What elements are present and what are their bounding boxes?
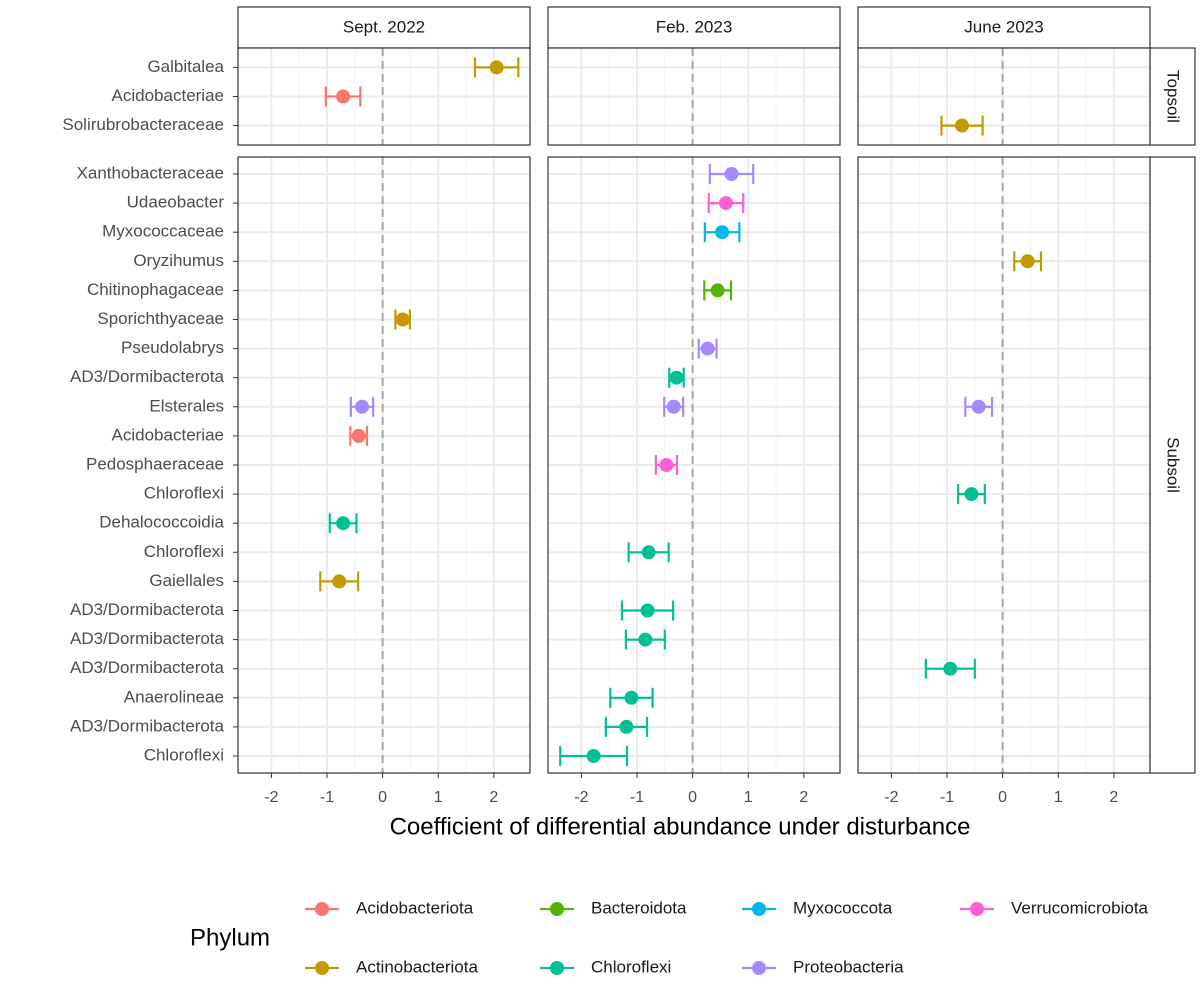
y-tick-label: Galbitalea: [147, 57, 224, 76]
column-strip-label: Feb. 2023: [656, 17, 733, 36]
point: [355, 399, 370, 414]
point: [718, 196, 733, 211]
point: [724, 167, 739, 181]
legend-title: Phylum: [190, 924, 270, 951]
column-strip: [237, 6, 531, 49]
point: [351, 428, 366, 443]
point: [964, 487, 979, 502]
panel-border: [857, 47, 1151, 146]
y-tick-label: Gaiellales: [149, 571, 224, 590]
legend-key: [752, 902, 766, 916]
point: [624, 690, 639, 705]
x-tick-label: -1: [320, 789, 334, 806]
y-tick-label: Chloroflexi: [144, 484, 224, 503]
legend-label: Verrucomicrobiota: [1011, 898, 1149, 917]
x-tick-label: 2: [799, 789, 808, 806]
point: [1020, 254, 1035, 269]
legend-key: [752, 961, 766, 975]
panel-border: [237, 47, 531, 146]
y-tick-label: Chloroflexi: [144, 745, 224, 764]
point: [640, 603, 655, 618]
legend-key: [550, 961, 564, 975]
x-tick-label: -2: [884, 789, 898, 806]
x-tick-label: 2: [1109, 789, 1118, 806]
y-tick-label: Sporichthyaceae: [97, 309, 224, 328]
legend-label: Bacteroidota: [591, 898, 687, 917]
y-tick-label: Acidobacteriae: [112, 425, 224, 444]
point: [710, 283, 725, 298]
y-tick-label: Pedosphaeraceae: [86, 454, 224, 473]
x-tick-label: 1: [1054, 789, 1063, 806]
x-tick-label: -2: [264, 789, 278, 806]
y-tick-label: AD3/Dormibacterota: [70, 367, 225, 386]
y-tick-label: AD3/Dormibacterota: [70, 600, 225, 619]
point: [666, 399, 681, 414]
point: [700, 341, 715, 356]
point: [332, 574, 347, 589]
legend-label: Acidobacteriota: [356, 898, 474, 917]
y-tick-label: AD3/Dormibacterota: [70, 629, 225, 648]
legend-label: Chloroflexi: [591, 957, 671, 976]
point: [586, 749, 601, 763]
x-tick-label: 0: [998, 789, 1007, 806]
x-tick-label: 0: [378, 789, 387, 806]
legend-label: Actinobacteriota: [356, 957, 478, 976]
point: [971, 399, 986, 414]
point: [715, 225, 730, 240]
legend-key: [970, 902, 984, 916]
x-tick-label: 0: [688, 789, 697, 806]
point: [619, 719, 634, 734]
column-strip-label: June 2023: [964, 17, 1043, 36]
legend-label: Proteobacteria: [793, 957, 904, 976]
panel-border: [547, 156, 841, 774]
point: [395, 312, 410, 327]
panel-border: [237, 156, 531, 774]
x-tick-label: 2: [489, 789, 498, 806]
point: [336, 516, 351, 531]
legend-key: [315, 902, 329, 916]
y-tick-label: Elsterales: [149, 396, 224, 415]
x-tick-label: 1: [744, 789, 753, 806]
x-tick-label: -1: [940, 789, 954, 806]
row-strip: [1149, 156, 1196, 774]
row-strip-label: Topsoil: [1164, 70, 1183, 123]
legend-label: Myxococcota: [793, 898, 893, 917]
y-tick-label: Anaerolineae: [124, 687, 224, 706]
column-strip-label: Sept. 2022: [343, 17, 425, 36]
x-tick-label: -2: [574, 789, 588, 806]
x-tick-label: -1: [630, 789, 644, 806]
legend-key: [315, 961, 329, 975]
x-tick-label: 1: [434, 789, 443, 806]
point: [955, 118, 970, 133]
y-tick-label: Pseudolabrys: [121, 338, 224, 357]
panel-border: [857, 156, 1151, 774]
panel-border: [547, 47, 841, 146]
y-tick-label: Acidobacteriae: [112, 86, 224, 105]
y-tick-label: Oryzihumus: [133, 251, 224, 270]
y-tick-label: Solirubrobacteraceae: [62, 115, 224, 134]
row-strip: [1149, 47, 1196, 146]
row-strip-label: Subsoil: [1164, 437, 1183, 493]
point: [489, 60, 504, 75]
legend-key: [550, 902, 564, 916]
y-tick-label: Myxococcaceae: [102, 222, 224, 241]
point: [669, 370, 684, 385]
point: [641, 545, 656, 560]
point: [638, 632, 653, 647]
y-tick-label: AD3/Dormibacterota: [70, 658, 225, 677]
y-tick-label: Chitinophagaceae: [87, 280, 224, 299]
y-tick-label: Dehalococcoidia: [99, 513, 224, 532]
y-tick-label: Udaeobacter: [127, 193, 225, 212]
y-tick-label: Xanthobacteraceae: [77, 163, 224, 182]
y-tick-label: Chloroflexi: [144, 542, 224, 561]
point: [943, 661, 958, 676]
point: [336, 89, 351, 104]
point: [659, 458, 674, 472]
x-axis-label: Coefficient of differential abundance un…: [390, 813, 971, 840]
y-tick-label: AD3/Dormibacterota: [70, 716, 225, 735]
